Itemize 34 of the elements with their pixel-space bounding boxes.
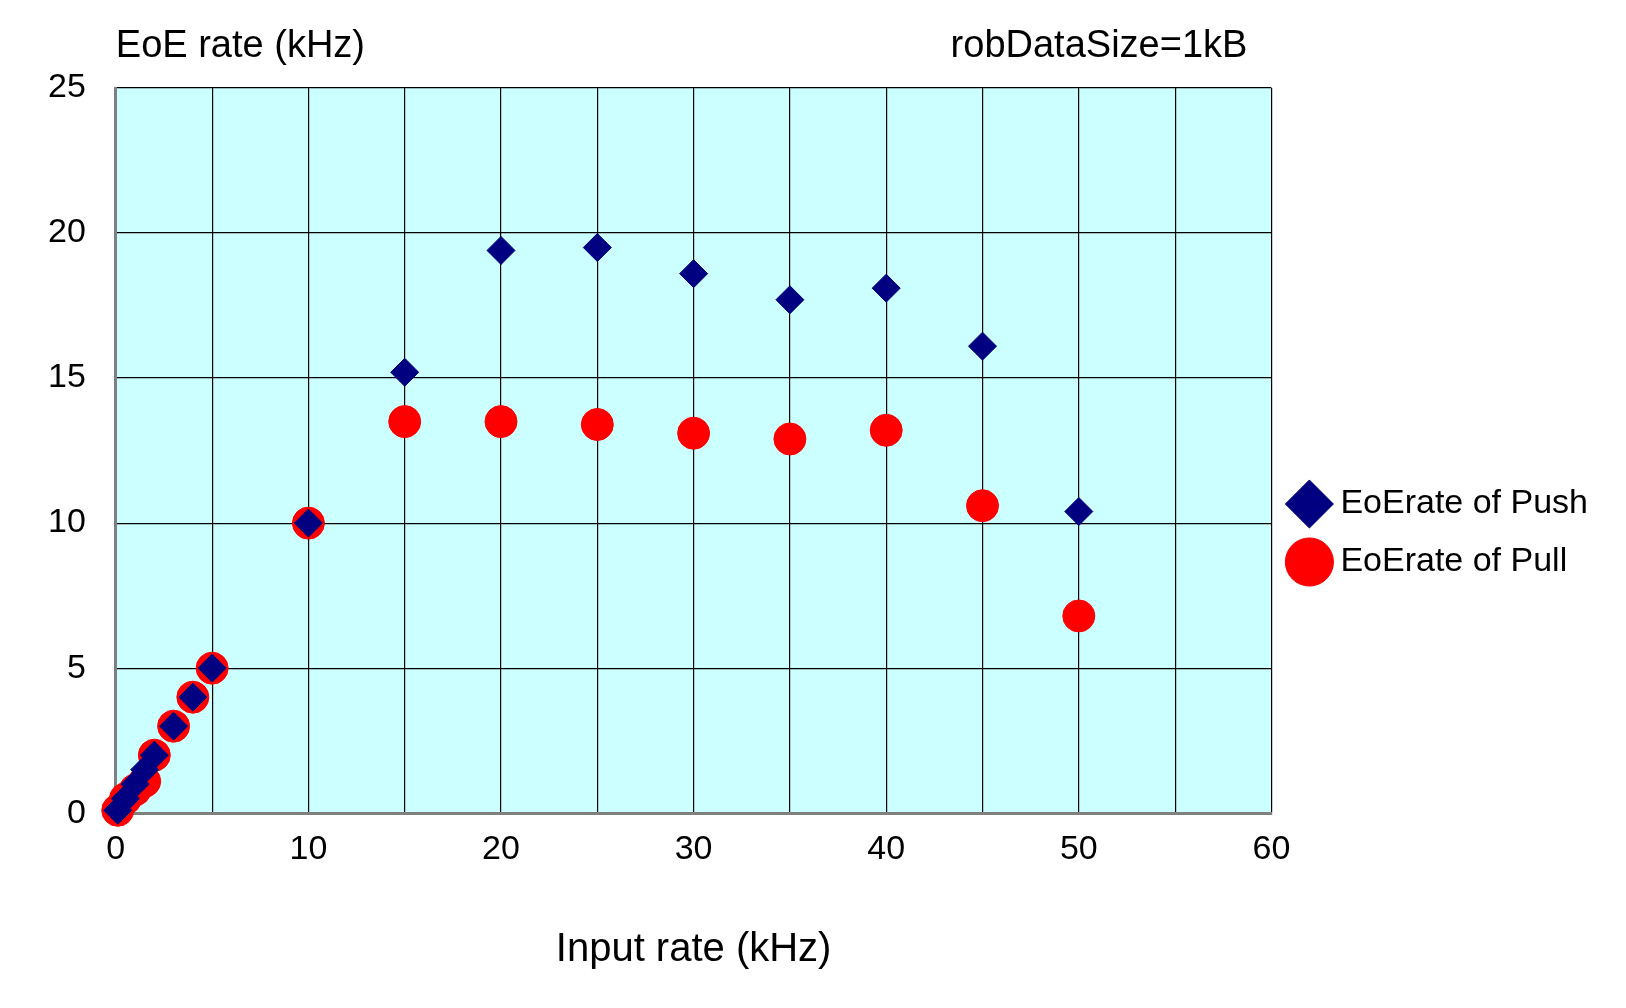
point xyxy=(388,405,422,439)
x-tick-label: 40 xyxy=(867,827,906,866)
legend-label: EoErate of Pull xyxy=(1340,540,1568,579)
x-axis-title: Input rate (kHz) xyxy=(555,925,832,970)
point xyxy=(773,422,807,456)
point xyxy=(390,357,420,387)
point xyxy=(580,407,614,441)
point xyxy=(484,405,518,439)
y-tick-label: 25 xyxy=(47,66,86,105)
point xyxy=(486,235,516,265)
point xyxy=(582,233,612,263)
point xyxy=(966,489,1000,523)
point xyxy=(679,259,709,289)
legend-label: EoErate of Push xyxy=(1340,482,1589,521)
point xyxy=(968,331,998,361)
y-tick-label: 0 xyxy=(66,791,86,830)
x-tick-label: 0 xyxy=(106,827,126,866)
x-tick-label: 10 xyxy=(289,827,328,866)
x-tick-label: 50 xyxy=(1059,827,1098,866)
y-axis-title: EoE rate (kHz) xyxy=(115,23,365,66)
point xyxy=(871,273,901,303)
x-tick-label: 60 xyxy=(1252,827,1291,866)
point xyxy=(1062,599,1096,633)
y-tick-label: 5 xyxy=(66,646,86,685)
y-tick-label: 15 xyxy=(47,356,86,395)
point xyxy=(869,413,903,447)
point xyxy=(677,416,711,450)
x-tick-label: 20 xyxy=(482,827,520,866)
x-tick-label: 30 xyxy=(674,827,713,866)
point xyxy=(775,285,805,315)
y-tick-label: 20 xyxy=(47,211,86,250)
y-tick-label: 10 xyxy=(47,501,86,540)
point xyxy=(1064,497,1094,527)
chart-title: robDataSize=1kB xyxy=(950,23,1248,66)
